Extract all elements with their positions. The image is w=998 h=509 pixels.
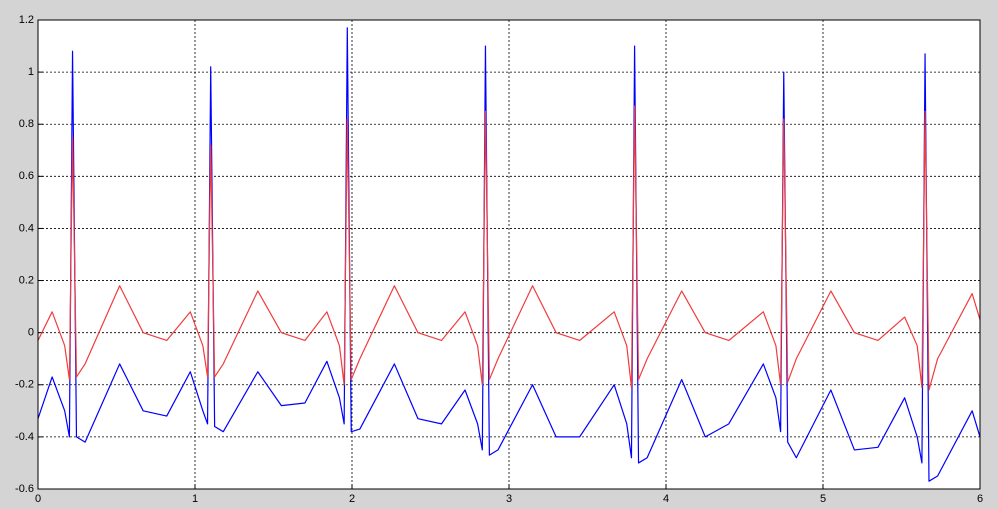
y-tick-label: 0.2	[19, 274, 34, 286]
y-tick-label: 0.4	[19, 222, 34, 234]
x-tick-label: 3	[506, 493, 512, 505]
line-series	[37, 27, 981, 482]
y-tick-label: 1.2	[19, 14, 34, 26]
x-tick-label: 2	[349, 493, 355, 505]
y-tick-label: -0.6	[15, 483, 34, 495]
x-tick-label: 6	[977, 493, 983, 505]
x-tick-label: 4	[663, 493, 669, 505]
plot-frame	[37, 19, 981, 490]
line-series	[37, 105, 981, 391]
y-tick-label: 1	[28, 66, 34, 78]
x-tick-label: 0	[35, 493, 41, 505]
y-tick-label: 0.8	[19, 118, 34, 130]
x-tick-label: 1	[192, 493, 198, 505]
y-tick-label: -0.2	[15, 379, 34, 391]
y-tick-label: 0.6	[19, 170, 34, 182]
x-tick-label: 5	[820, 493, 826, 505]
y-tick-label: 0	[28, 327, 34, 339]
plot-area	[38, 20, 980, 489]
y-tick-label: -0.4	[15, 431, 34, 443]
